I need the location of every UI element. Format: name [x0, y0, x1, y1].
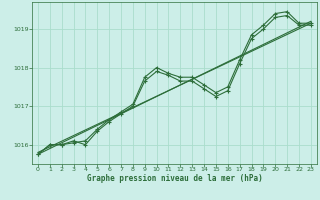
X-axis label: Graphe pression niveau de la mer (hPa): Graphe pression niveau de la mer (hPa) — [86, 174, 262, 183]
